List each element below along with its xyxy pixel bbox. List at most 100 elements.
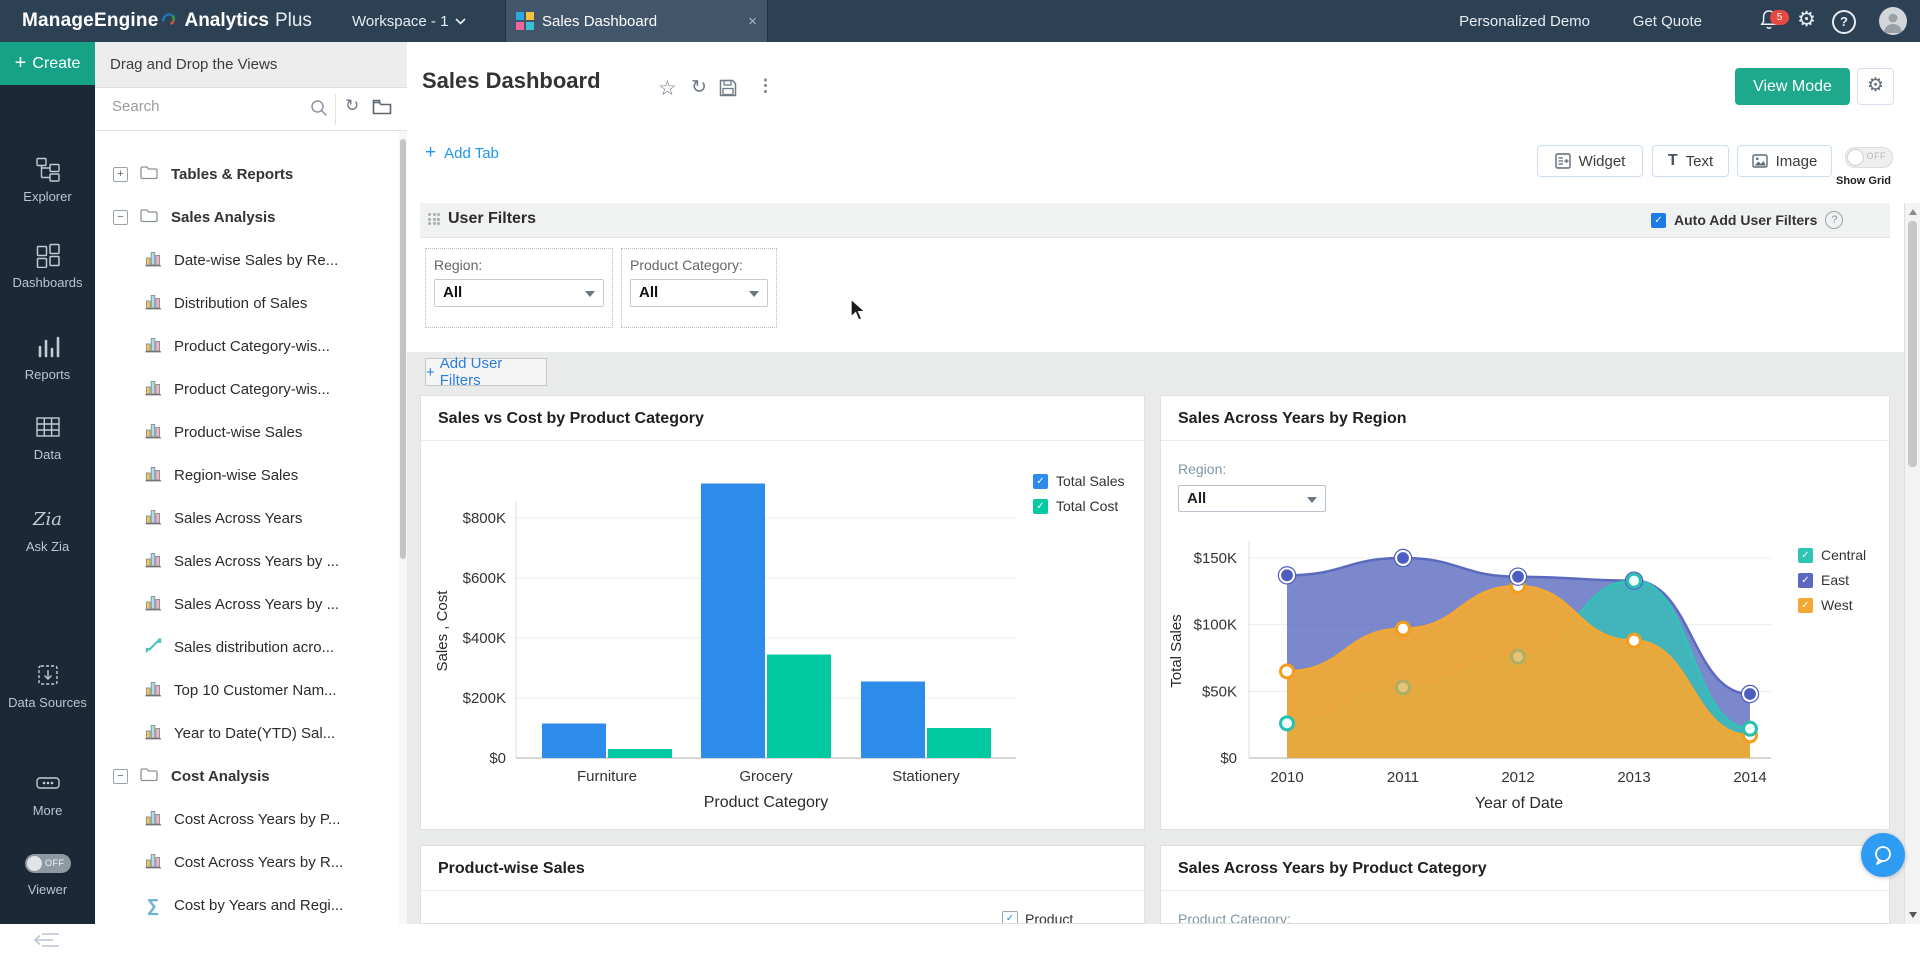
- legend-checkbox[interactable]: ✓: [1033, 473, 1048, 489]
- search-icon[interactable]: [310, 99, 328, 121]
- legend-item-total-sales[interactable]: ✓ Total Sales: [1033, 473, 1124, 489]
- legend-label: East: [1821, 572, 1850, 588]
- bar-chart-icon: [144, 465, 162, 486]
- view-mode-button[interactable]: View Mode: [1735, 68, 1850, 105]
- sidebar-item-more[interactable]: More: [0, 768, 95, 818]
- sidebar-item-data[interactable]: Data: [0, 412, 95, 462]
- legend-checkbox[interactable]: ✓: [1002, 911, 1018, 923]
- image-button[interactable]: Image: [1737, 145, 1832, 177]
- tree-view-product-wise-sales[interactable]: Product-wise Sales: [95, 411, 399, 454]
- tree-scrollbar-thumb[interactable]: [400, 139, 406, 559]
- tree-view-cost-by-years-and-regi[interactable]: ∑ Cost by Years and Regi...: [95, 884, 399, 927]
- tree-view-top-10-customer-nam[interactable]: Top 10 Customer Nam...: [95, 669, 399, 712]
- legend-item-west[interactable]: ✓ West: [1798, 597, 1866, 613]
- svg-text:Product Category: Product Category: [704, 794, 829, 811]
- add-user-filters-button[interactable]: + Add User Filters: [425, 355, 547, 389]
- collapse-minus-icon[interactable]: −: [113, 210, 128, 225]
- sidebar-item-explorer[interactable]: Explorer: [0, 154, 95, 204]
- expand-plus-icon[interactable]: +: [113, 167, 128, 182]
- tree-view-product-category-wis[interactable]: Product Category-wis...: [95, 325, 399, 368]
- tree-view-year-to-date-ytd-sal[interactable]: Year to Date(YTD) Sal...: [95, 712, 399, 755]
- tree-view-region-wise-sales[interactable]: Region-wise Sales: [95, 454, 399, 497]
- svg-text:2012: 2012: [1501, 769, 1534, 786]
- auto-add-checkbox[interactable]: ✓: [1651, 212, 1666, 228]
- tree-scrollbar[interactable]: [399, 131, 407, 924]
- svg-text:$800K: $800K: [463, 510, 506, 527]
- tree-view-cost-across-years-by-p[interactable]: Cost Across Years by P...: [95, 798, 399, 841]
- tree-folder-sales-analysis[interactable]: − Sales Analysis: [95, 196, 399, 239]
- widget-label: Widget: [1578, 152, 1626, 170]
- scroll-up-arrow[interactable]: [1909, 209, 1917, 215]
- region-select[interactable]: All: [1178, 485, 1326, 512]
- tree-view-distribution-of-sales[interactable]: Distribution of Sales: [95, 282, 399, 325]
- settings-gear-icon[interactable]: ⚙: [1797, 8, 1816, 31]
- sigma-icon: ∑: [146, 895, 160, 915]
- card-sales-vs-cost: Sales vs Cost by Product Category $0 $200…: [420, 395, 1145, 830]
- legend-label: Central: [1821, 547, 1867, 563]
- more-options-kebab-icon[interactable]: ⋮: [757, 76, 774, 95]
- text-button[interactable]: T Text: [1652, 145, 1729, 177]
- create-button[interactable]: + Create: [0, 42, 95, 85]
- drag-handle-icon[interactable]: [428, 213, 440, 225]
- legend-checkbox[interactable]: ✓: [1798, 547, 1813, 563]
- widget-button[interactable]: Widget: [1537, 145, 1643, 177]
- tree-folder-cost-analysis[interactable]: − Cost Analysis: [95, 755, 399, 798]
- search-input[interactable]: [110, 97, 304, 116]
- tab-close-icon[interactable]: ×: [748, 12, 757, 30]
- sidebar-item-dashboards[interactable]: Dashboards: [0, 240, 95, 290]
- legend-checkbox[interactable]: ✓: [1798, 597, 1813, 613]
- region-filter-select[interactable]: All: [434, 279, 604, 307]
- nav-personalized-demo[interactable]: Personalized Demo: [1459, 12, 1590, 30]
- view-label: Region-wise Sales: [174, 467, 299, 484]
- dashboard-settings-gear-icon[interactable]: ⚙: [1857, 68, 1894, 105]
- tree-view-cost-across-years-by-r[interactable]: Cost Across Years by R...: [95, 841, 399, 884]
- brand-logo: ManageEngine Analytics Plus: [22, 0, 312, 42]
- view-tree: + Tables & Reports − Sales Analysis Date-wis…: [95, 131, 399, 927]
- user-filters-body: Region: All Product Category: All: [420, 238, 1890, 352]
- refresh-icon[interactable]: ↻: [691, 77, 707, 98]
- collapse-minus-icon[interactable]: −: [113, 769, 128, 784]
- scrollbar-thumb[interactable]: [1908, 221, 1917, 467]
- svg-text:2011: 2011: [1387, 769, 1419, 786]
- view-label: Cost Across Years by P...: [174, 811, 341, 828]
- sidebar-item-ask-zia[interactable]: Zia Ask Zia: [0, 504, 95, 555]
- tree-view-sales-across-years[interactable]: Sales Across Years: [95, 497, 399, 540]
- add-tab-button[interactable]: + Add Tab: [425, 142, 499, 164]
- chevron-down-icon: [1307, 497, 1317, 503]
- tree-view-sales-distribution-acro[interactable]: Sales distribution acro...: [95, 626, 399, 669]
- chat-support-icon[interactable]: [1861, 833, 1905, 877]
- tree-view-sales-across-years-by[interactable]: Sales Across Years by ...: [95, 540, 399, 583]
- save-icon[interactable]: [719, 79, 737, 101]
- help-question-icon[interactable]: ?: [1825, 211, 1844, 229]
- legend-item-east[interactable]: ✓ East: [1798, 572, 1866, 588]
- show-grid-toggle[interactable]: OFF: [1845, 147, 1893, 168]
- avatar[interactable]: [1879, 7, 1907, 35]
- tree-folder-tables-reports[interactable]: + Tables & Reports: [95, 153, 399, 196]
- legend-item-central[interactable]: ✓ Central: [1798, 547, 1866, 563]
- tree-view-date-wise-sales-by-re[interactable]: Date-wise Sales by Re...: [95, 239, 399, 282]
- main-scrollbar[interactable]: [1904, 203, 1920, 924]
- rail-item-label: Dashboards: [12, 275, 83, 290]
- folder-view-icon[interactable]: [372, 99, 392, 119]
- sidebar-item-reports[interactable]: Reports: [0, 332, 95, 382]
- tree-view-sales-across-years-by[interactable]: Sales Across Years by ...: [95, 583, 399, 626]
- collapse-sidebar-icon[interactable]: [33, 930, 61, 954]
- viewer-toggle[interactable]: OFF: [24, 854, 71, 873]
- sidebar-item-data-sources[interactable]: Data Sources: [0, 660, 95, 710]
- tab-sales-dashboard[interactable]: Sales Dashboard ×: [505, 0, 768, 42]
- nav-get-quote[interactable]: Get Quote: [1632, 12, 1702, 30]
- legend-checkbox[interactable]: ✓: [1798, 572, 1813, 588]
- tree-view-product-category-wis[interactable]: Product Category-wis...: [95, 368, 399, 411]
- legend-checkbox[interactable]: ✓: [1033, 498, 1048, 514]
- data-sources-icon: [0, 660, 95, 690]
- product-category-filter-box: Product Category: All: [621, 248, 777, 328]
- notifications-bell-icon[interactable]: 5: [1758, 8, 1789, 34]
- scroll-down-arrow[interactable]: [1909, 912, 1917, 918]
- favorite-star-icon[interactable]: ☆: [658, 77, 677, 100]
- legend-item-total-cost[interactable]: ✓ Total Cost: [1033, 498, 1124, 514]
- help-icon[interactable]: ?: [1832, 10, 1856, 34]
- folder-label: Sales Analysis: [171, 209, 276, 226]
- product-category-filter-select[interactable]: All: [630, 279, 768, 307]
- workspace-selector[interactable]: Workspace - 1: [352, 0, 467, 42]
- refresh-tree-icon[interactable]: ↻: [345, 96, 360, 115]
